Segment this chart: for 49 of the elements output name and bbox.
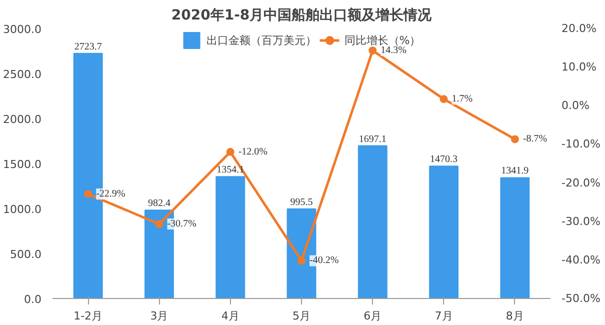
- bar: [216, 176, 246, 298]
- y-tick-label: 500.0: [10, 248, 42, 261]
- y-tick-label: 2500.0: [3, 68, 42, 81]
- y2-tick-label: 10.0%: [562, 60, 596, 74]
- data-label: -12.0%: [238, 146, 268, 158]
- y2-tick-label: 0.0%: [562, 99, 590, 112]
- x-tick-label: 3月: [150, 310, 168, 322]
- data-label: 2723.7: [74, 41, 102, 52]
- x-tick-label: 4月: [221, 310, 240, 322]
- bar: [500, 177, 530, 298]
- bar: [358, 145, 388, 298]
- x-tick-label: 5月: [292, 310, 310, 322]
- point: [440, 95, 448, 104]
- bar: [429, 166, 459, 298]
- data-label: 14.3%: [380, 44, 406, 56]
- point: [155, 220, 164, 228]
- y-tick-label: 0.0: [24, 293, 42, 306]
- data-label: -8.7%: [522, 134, 548, 145]
- y2-tick-label: -40.0%: [562, 253, 600, 266]
- data-label: 1341.9: [501, 166, 529, 177]
- point: [84, 190, 92, 198]
- point: [298, 256, 306, 265]
- y2-tick-label: -30.0%: [562, 214, 600, 228]
- x-tick-label: 1-2月: [74, 310, 103, 322]
- chart-title: 2020年1-8月中国船舶出口额及增长情况: [171, 6, 433, 24]
- data-label: 1470.3: [430, 154, 458, 166]
- y2-tick-label: -10.0%: [562, 138, 600, 151]
- y2-tick-label: -20.0%: [562, 176, 600, 190]
- data-label: -22.9%: [96, 188, 126, 200]
- point: [510, 135, 519, 144]
- y-tick-label: 1500.0: [3, 158, 42, 171]
- point: [226, 148, 234, 156]
- y-tick-label: 3000.0: [3, 23, 42, 36]
- x-tick-label: 8月: [506, 310, 524, 322]
- y2-tick-label: -50.0%: [562, 292, 600, 305]
- data-label: 995.5: [290, 196, 313, 208]
- data-label: -40.2%: [310, 255, 339, 266]
- data-label: -30.7%: [167, 218, 196, 230]
- y-tick-label: 2000.0: [3, 113, 42, 126]
- x-tick-label: 7月: [434, 310, 453, 322]
- y-tick-label: 1000.0: [3, 203, 42, 216]
- data-label: 1697.1: [358, 134, 386, 145]
- data-label: 1.7%: [452, 94, 473, 105]
- legend-label: 出口金额（百万美元）: [206, 32, 316, 48]
- data-label: 982.4: [148, 198, 170, 210]
- point: [368, 46, 377, 54]
- y2-tick-label: 20.0%: [562, 22, 596, 35]
- x-tick-label: 6月: [364, 310, 382, 322]
- legend-label: 同比增长（%）: [344, 32, 421, 46]
